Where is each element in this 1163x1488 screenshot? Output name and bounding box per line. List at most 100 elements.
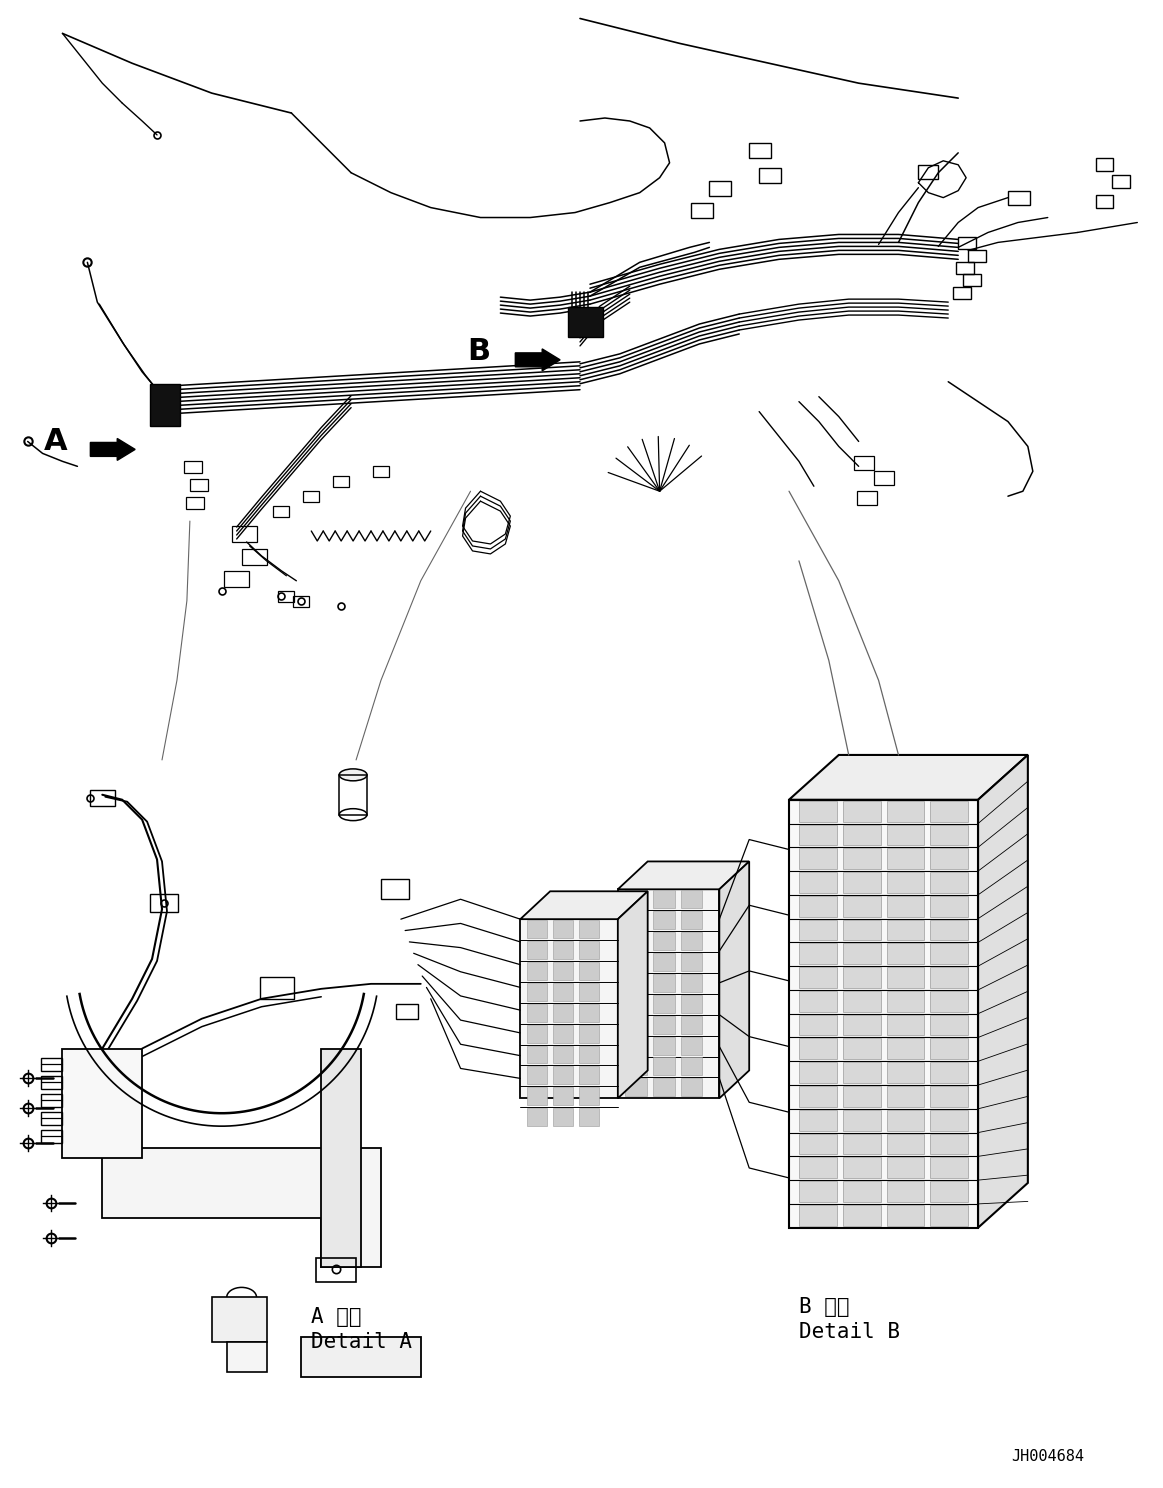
Polygon shape bbox=[930, 920, 968, 940]
Bar bbox=[381, 879, 409, 899]
Polygon shape bbox=[930, 1134, 968, 1155]
Polygon shape bbox=[843, 920, 880, 940]
Bar bbox=[759, 168, 782, 183]
Polygon shape bbox=[527, 940, 547, 958]
Bar bbox=[340, 775, 368, 814]
Polygon shape bbox=[843, 1062, 880, 1083]
Polygon shape bbox=[843, 824, 880, 845]
Polygon shape bbox=[843, 967, 880, 988]
Polygon shape bbox=[843, 943, 880, 964]
Polygon shape bbox=[886, 1110, 925, 1131]
Bar bbox=[1008, 190, 1030, 204]
Polygon shape bbox=[625, 1016, 647, 1034]
Polygon shape bbox=[799, 1110, 836, 1131]
Polygon shape bbox=[680, 890, 702, 908]
Polygon shape bbox=[843, 1110, 880, 1131]
Bar bbox=[316, 1257, 356, 1283]
Polygon shape bbox=[680, 1058, 702, 1076]
Polygon shape bbox=[799, 801, 836, 821]
Polygon shape bbox=[799, 1039, 836, 1059]
Polygon shape bbox=[554, 1025, 573, 1043]
Polygon shape bbox=[554, 1067, 573, 1085]
Polygon shape bbox=[520, 920, 618, 1098]
Bar bbox=[692, 202, 713, 217]
Bar bbox=[857, 491, 877, 504]
Polygon shape bbox=[843, 991, 880, 1012]
Polygon shape bbox=[579, 1109, 599, 1126]
Polygon shape bbox=[680, 1079, 702, 1097]
Polygon shape bbox=[930, 848, 968, 869]
Polygon shape bbox=[625, 1079, 647, 1097]
Text: JH004684: JH004684 bbox=[1012, 1449, 1084, 1464]
Text: A 詳細: A 詳細 bbox=[312, 1308, 362, 1327]
Polygon shape bbox=[843, 896, 880, 917]
Polygon shape bbox=[680, 952, 702, 970]
Polygon shape bbox=[789, 799, 978, 1228]
Bar bbox=[568, 307, 602, 336]
Polygon shape bbox=[527, 1109, 547, 1126]
Bar bbox=[150, 384, 180, 426]
Polygon shape bbox=[618, 891, 648, 1098]
Polygon shape bbox=[652, 890, 675, 908]
Polygon shape bbox=[520, 891, 648, 920]
Polygon shape bbox=[886, 1158, 925, 1178]
Polygon shape bbox=[886, 1181, 925, 1202]
Polygon shape bbox=[579, 1067, 599, 1085]
Polygon shape bbox=[799, 967, 836, 988]
Polygon shape bbox=[886, 991, 925, 1012]
Polygon shape bbox=[554, 961, 573, 981]
Polygon shape bbox=[843, 1086, 880, 1107]
Bar bbox=[919, 165, 939, 179]
Polygon shape bbox=[579, 1046, 599, 1064]
Bar bbox=[1096, 195, 1113, 207]
Polygon shape bbox=[886, 920, 925, 940]
Polygon shape bbox=[930, 872, 968, 893]
Bar bbox=[223, 571, 249, 586]
Polygon shape bbox=[799, 920, 836, 940]
Polygon shape bbox=[554, 920, 573, 937]
Polygon shape bbox=[625, 911, 647, 929]
Polygon shape bbox=[618, 890, 720, 1098]
Polygon shape bbox=[799, 824, 836, 845]
Bar bbox=[854, 457, 873, 470]
Polygon shape bbox=[527, 1046, 547, 1064]
Bar bbox=[212, 1298, 266, 1342]
Polygon shape bbox=[527, 1004, 547, 1022]
Polygon shape bbox=[527, 961, 547, 981]
Polygon shape bbox=[886, 1086, 925, 1107]
Polygon shape bbox=[579, 1088, 599, 1106]
Bar bbox=[956, 262, 975, 274]
Polygon shape bbox=[930, 1062, 968, 1083]
FancyArrow shape bbox=[515, 348, 561, 371]
Polygon shape bbox=[579, 940, 599, 958]
Polygon shape bbox=[680, 1016, 702, 1034]
Polygon shape bbox=[930, 1181, 968, 1202]
Polygon shape bbox=[625, 890, 647, 908]
Polygon shape bbox=[930, 1110, 968, 1131]
Polygon shape bbox=[321, 1049, 361, 1268]
Polygon shape bbox=[886, 967, 925, 988]
Polygon shape bbox=[680, 911, 702, 929]
Bar bbox=[1096, 158, 1113, 171]
Bar bbox=[968, 250, 986, 262]
FancyArrow shape bbox=[91, 439, 135, 460]
Polygon shape bbox=[527, 1088, 547, 1106]
Polygon shape bbox=[799, 896, 836, 917]
Bar bbox=[304, 491, 320, 501]
Polygon shape bbox=[652, 1037, 675, 1055]
Bar bbox=[227, 1342, 266, 1372]
Polygon shape bbox=[930, 1015, 968, 1036]
Bar bbox=[749, 143, 771, 158]
Bar bbox=[63, 1049, 142, 1158]
Bar bbox=[259, 978, 294, 998]
Bar bbox=[41, 1112, 63, 1125]
Polygon shape bbox=[680, 975, 702, 992]
Polygon shape bbox=[625, 995, 647, 1013]
Polygon shape bbox=[618, 862, 749, 890]
Polygon shape bbox=[799, 1158, 836, 1178]
Polygon shape bbox=[554, 984, 573, 1001]
Bar bbox=[231, 527, 257, 542]
Polygon shape bbox=[843, 848, 880, 869]
Polygon shape bbox=[886, 801, 925, 821]
Polygon shape bbox=[799, 1086, 836, 1107]
